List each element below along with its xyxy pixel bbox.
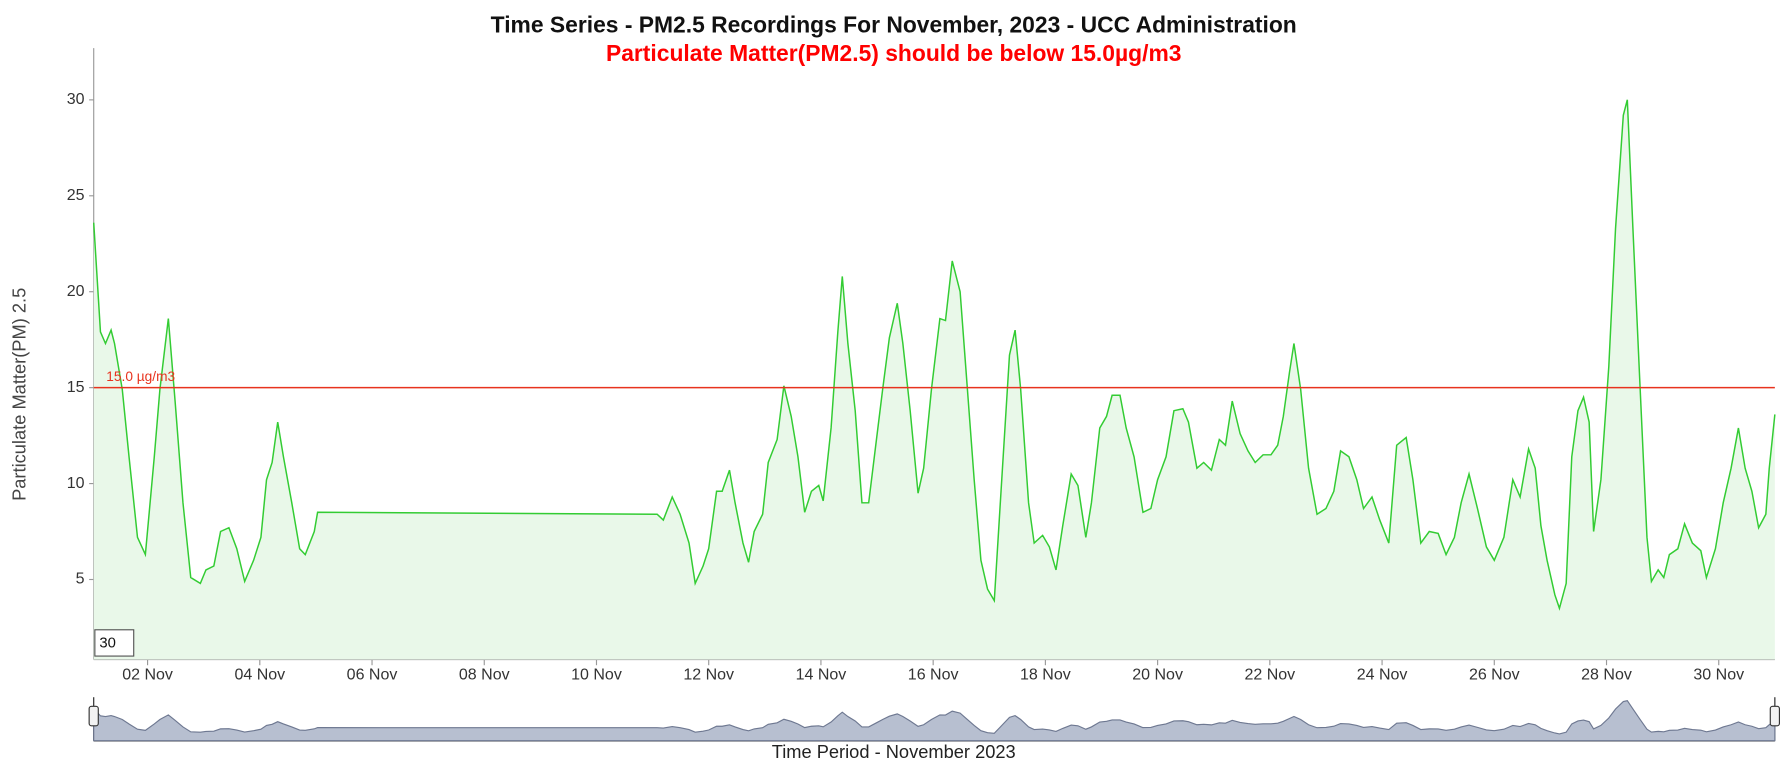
x-tick-label: 08 Nov xyxy=(459,667,510,684)
x-tick-label: 06 Nov xyxy=(347,667,398,684)
zoom-input-value: 30 xyxy=(99,635,116,651)
x-tick-label: 24 Nov xyxy=(1357,667,1408,684)
chart-subtitle: Particulate Matter(PM2.5) should be belo… xyxy=(606,40,1182,66)
y-tick-label: 15 xyxy=(67,379,85,396)
series-line xyxy=(92,99,1776,611)
chart-title: Time Series - PM2.5 Recordings For Novem… xyxy=(491,11,1297,37)
y-tick-label: 25 xyxy=(67,187,85,204)
x-tick-label: 26 Nov xyxy=(1469,667,1520,684)
y-axis-label: Particulate Matter(PM) 2.5 xyxy=(8,288,29,501)
x-tick-label: 12 Nov xyxy=(683,667,734,684)
x-tick-label: 04 Nov xyxy=(234,667,285,684)
x-axis-label: Time Period - November 2023 xyxy=(772,741,1016,762)
navigator-area xyxy=(93,699,1776,742)
x-tick-label: 10 Nov xyxy=(571,667,622,684)
y-tick-label: 20 xyxy=(67,283,85,300)
x-tick-label: 02 Nov xyxy=(122,667,173,684)
area-fill xyxy=(93,99,1775,660)
zoom-input[interactable] xyxy=(94,629,135,657)
x-tick-label: 14 Nov xyxy=(796,667,847,684)
y-tick-label: 10 xyxy=(67,475,85,492)
x-tick-label: 20 Nov xyxy=(1132,667,1183,684)
threshold-label: 15.0 µg/m3 xyxy=(106,369,175,384)
x-tick-label: 30 Nov xyxy=(1693,667,1744,684)
y-tick-label: 5 xyxy=(76,571,85,588)
x-tick-label: 18 Nov xyxy=(1020,667,1071,684)
x-tick-label: 28 Nov xyxy=(1581,667,1632,684)
navigator-handle[interactable] xyxy=(88,705,99,727)
y-tick-label: 30 xyxy=(67,91,85,108)
x-tick-label: 16 Nov xyxy=(908,667,959,684)
x-tick-label: 22 Nov xyxy=(1244,667,1295,684)
navigator-handle[interactable] xyxy=(1769,705,1780,727)
